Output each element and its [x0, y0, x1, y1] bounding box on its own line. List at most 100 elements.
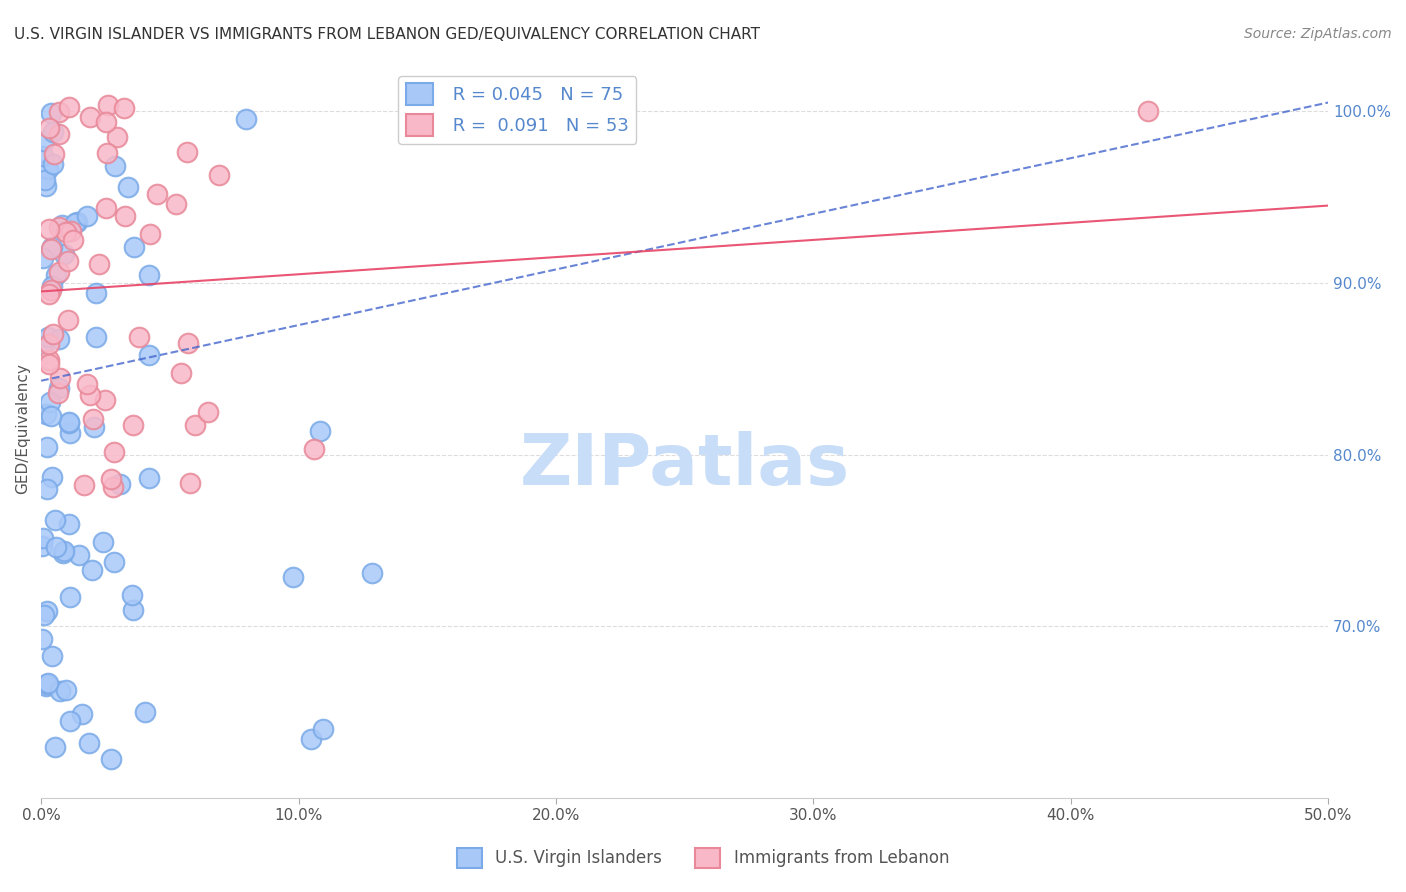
Point: [53, 247, 76, 261]
Point: [138, 470, 160, 484]
Point: [100, 472, 122, 486]
Point: [63, 216, 86, 230]
Y-axis label: GED/Equivalency: GED/Equivalency: [15, 363, 30, 494]
Point: [58, 714, 80, 728]
Point: [103, 555, 125, 569]
Point: [32, 134, 55, 148]
Point: [79, 111, 101, 125]
Point: [108, 477, 131, 491]
Point: [37, 676, 59, 690]
Point: [66, 215, 89, 229]
Point: [37, 330, 59, 344]
Point: [42, 125, 65, 139]
Point: [103, 445, 125, 459]
Point: [38, 120, 60, 135]
Point: [37, 162, 59, 177]
Point: [44, 739, 66, 754]
Point: [48, 265, 70, 279]
Point: [56, 254, 79, 268]
Point: [197, 405, 219, 419]
Point: [46, 385, 69, 400]
Point: [79, 388, 101, 402]
Point: [39, 243, 62, 257]
Point: [208, 168, 231, 182]
Point: [38, 357, 60, 371]
Point: [112, 101, 135, 115]
Point: [41, 240, 63, 254]
Point: [76, 209, 98, 223]
Point: [35, 679, 58, 693]
Point: [32, 339, 55, 353]
Point: [31, 149, 53, 163]
Point: [44, 513, 66, 527]
Point: [77, 736, 100, 750]
Point: [37, 676, 59, 690]
Point: [96, 145, 118, 160]
Point: [91, 535, 114, 549]
Point: [35, 482, 58, 496]
Point: [121, 588, 143, 602]
Point: [48, 219, 70, 234]
Point: [55, 683, 77, 698]
Point: [58, 416, 80, 430]
Point: [146, 187, 169, 202]
Point: [39, 106, 62, 120]
Point: [62, 233, 84, 247]
Point: [122, 418, 145, 433]
Point: [58, 415, 80, 429]
Point: [39, 395, 62, 409]
Point: [70, 707, 93, 722]
Point: [45, 268, 67, 283]
Point: [312, 723, 335, 737]
Point: [94, 115, 117, 129]
Text: Source: ZipAtlas.com: Source: ZipAtlas.com: [1244, 27, 1392, 41]
Point: [82, 412, 104, 426]
Point: [52, 543, 75, 558]
Point: [165, 196, 187, 211]
Point: [58, 516, 80, 531]
Text: ZIPatlas: ZIPatlas: [520, 431, 849, 500]
Point: [114, 209, 136, 223]
Point: [235, 112, 257, 127]
Point: [299, 731, 322, 746]
Point: [104, 159, 127, 173]
Point: [97, 97, 120, 112]
Point: [44, 146, 66, 161]
Point: [59, 590, 82, 604]
Point: [82, 563, 104, 577]
Point: [67, 549, 90, 563]
Point: [49, 684, 72, 698]
Point: [37, 604, 59, 618]
Point: [128, 330, 150, 344]
Point: [41, 470, 63, 484]
Point: [122, 240, 145, 254]
Point: [134, 705, 156, 719]
Point: [139, 227, 162, 241]
Point: [58, 100, 80, 114]
Point: [59, 224, 82, 238]
Point: [76, 377, 98, 392]
Point: [105, 129, 128, 144]
Point: [55, 225, 77, 239]
Point: [302, 442, 325, 456]
Point: [49, 371, 72, 385]
Point: [35, 178, 58, 193]
Point: [138, 348, 160, 362]
Point: [31, 531, 53, 545]
Point: [37, 441, 59, 455]
Legend: U.S. Virgin Islanders, Immigrants from Lebanon: U.S. Virgin Islanders, Immigrants from L…: [450, 841, 956, 875]
Point: [38, 222, 60, 236]
Point: [38, 353, 60, 368]
Point: [39, 409, 62, 424]
Point: [48, 381, 70, 395]
Point: [87, 257, 110, 271]
Point: [84, 329, 107, 343]
Point: [41, 156, 63, 170]
Point: [45, 541, 67, 555]
Point: [184, 418, 207, 433]
Point: [94, 201, 117, 215]
Point: [31, 632, 53, 646]
Legend:  R = 0.045   N = 75,  R =  0.091   N = 53: R = 0.045 N = 75, R = 0.091 N = 53: [398, 76, 637, 144]
Point: [38, 287, 60, 301]
Point: [94, 393, 117, 408]
